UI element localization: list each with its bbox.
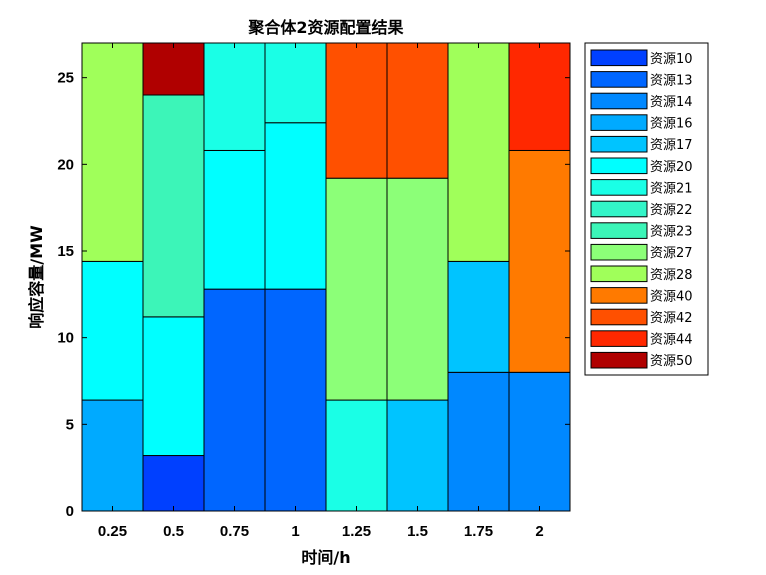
legend-swatch bbox=[590, 287, 648, 304]
legend-swatch bbox=[590, 157, 648, 175]
bar-segment-1.25-资源42 bbox=[325, 42, 388, 179]
legend-swatch bbox=[590, 222, 648, 239]
legend-entry: 资源16 bbox=[650, 117, 693, 132]
bar-segment-0.75-资源20 bbox=[203, 149, 266, 290]
bar-segment-0.75-资源21 bbox=[203, 42, 266, 151]
x-tick-label: 1.25 bbox=[342, 523, 371, 540]
legend-entry: 资源17 bbox=[650, 138, 693, 153]
legend-swatch bbox=[590, 265, 648, 283]
bar-segment-2-资源14 bbox=[508, 371, 571, 512]
y-axis-ticks: 0 5 10 15 20 25 bbox=[57, 70, 570, 520]
legend-swatch bbox=[590, 179, 648, 196]
bar-segment-0.5-资源20 bbox=[142, 316, 205, 457]
x-axis-label: 时间/h bbox=[301, 548, 350, 567]
y-tick-label: 15 bbox=[57, 243, 74, 260]
legend-swatch bbox=[590, 71, 648, 88]
bar-segment-0.75-资源13 bbox=[203, 288, 266, 512]
bar-segment-0.5-资源23 bbox=[142, 94, 205, 318]
bar-segment-1.25-资源27 bbox=[325, 177, 388, 401]
bar-segment-1.5-资源42 bbox=[386, 42, 449, 179]
bar-segment-1-资源13 bbox=[264, 288, 327, 512]
x-tick-label: 1.75 bbox=[464, 523, 493, 540]
bar-segment-1.75-资源14 bbox=[447, 371, 510, 512]
legend-swatch bbox=[590, 330, 648, 347]
x-tick-label: 1.5 bbox=[407, 523, 428, 540]
legend-entry: 资源23 bbox=[650, 225, 693, 240]
legend-entry: 资源20 bbox=[650, 160, 693, 175]
legend-swatch bbox=[590, 308, 648, 326]
x-axis-ticks: 0.25 0.5 0.75 1 1.25 1.5 1.75 2 bbox=[98, 43, 544, 540]
legend-entry: 资源28 bbox=[650, 268, 693, 283]
y-tick-label: 25 bbox=[57, 70, 74, 87]
y-axis-label: 响应容量/MW bbox=[27, 225, 46, 329]
bar-segment-0.25-资源28 bbox=[81, 42, 144, 262]
x-tick-label: 0.5 bbox=[163, 523, 184, 540]
bar-segment-2-资源44 bbox=[508, 42, 571, 151]
legend-entry: 资源50 bbox=[650, 354, 693, 369]
bar-segment-0.5-资源10 bbox=[142, 455, 205, 512]
legend-entry: 资源14 bbox=[650, 95, 693, 110]
x-tick-label: 0.25 bbox=[98, 523, 127, 540]
legend-entry: 资源22 bbox=[650, 203, 693, 218]
chart-title: 聚合体2资源配置结果 bbox=[247, 18, 403, 37]
legend-entry: 资源10 bbox=[650, 52, 693, 67]
plot-area-frame bbox=[81, 42, 571, 512]
legend-swatch bbox=[590, 243, 648, 261]
legend-swatch bbox=[590, 92, 648, 110]
legend-swatch bbox=[590, 114, 648, 131]
legend-entry: 资源44 bbox=[650, 333, 693, 348]
legend-entry: 资源40 bbox=[650, 289, 693, 304]
bar-segment-1-资源20 bbox=[264, 122, 327, 290]
bar-segment-2-资源40 bbox=[508, 149, 571, 373]
y-tick-label: 10 bbox=[57, 330, 74, 347]
bar-segment-1.5-资源17 bbox=[386, 399, 449, 512]
legend-entry: 资源42 bbox=[650, 311, 693, 326]
legend-entry: 资源21 bbox=[650, 181, 693, 196]
x-tick-label: 2 bbox=[535, 523, 543, 540]
legend-swatch bbox=[590, 200, 648, 218]
y-tick-label: 0 bbox=[66, 503, 74, 520]
bar-segment-1.25-资源21 bbox=[325, 399, 388, 512]
bar-segment-1.5-资源27 bbox=[386, 177, 449, 401]
bar-segment-1.75-资源17 bbox=[447, 260, 510, 373]
bar-segment-1-资源21 bbox=[264, 42, 327, 124]
y-tick-label: 20 bbox=[57, 156, 74, 173]
bar-segment-1.75-资源28 bbox=[447, 42, 510, 262]
bar-segment-0.25-资源16 bbox=[81, 399, 144, 512]
legend: 资源10 资源13 资源14 资源16 资源17 资源20 资源21 资源22 资源23 资源27… bbox=[584, 42, 709, 376]
legend-swatch bbox=[590, 351, 648, 369]
legend-entry: 资源27 bbox=[650, 246, 693, 261]
legend-swatch bbox=[590, 135, 648, 153]
x-tick-label: 0.75 bbox=[220, 523, 249, 540]
legend-entry: 资源13 bbox=[650, 73, 693, 88]
bar-segment-0.25-资源20 bbox=[81, 260, 144, 401]
x-tick-label: 1 bbox=[291, 523, 299, 540]
bars-group bbox=[81, 42, 571, 512]
bar-segment-0.5-资源50 bbox=[142, 42, 205, 96]
y-tick-label: 5 bbox=[66, 416, 74, 433]
legend-swatch bbox=[590, 49, 648, 67]
